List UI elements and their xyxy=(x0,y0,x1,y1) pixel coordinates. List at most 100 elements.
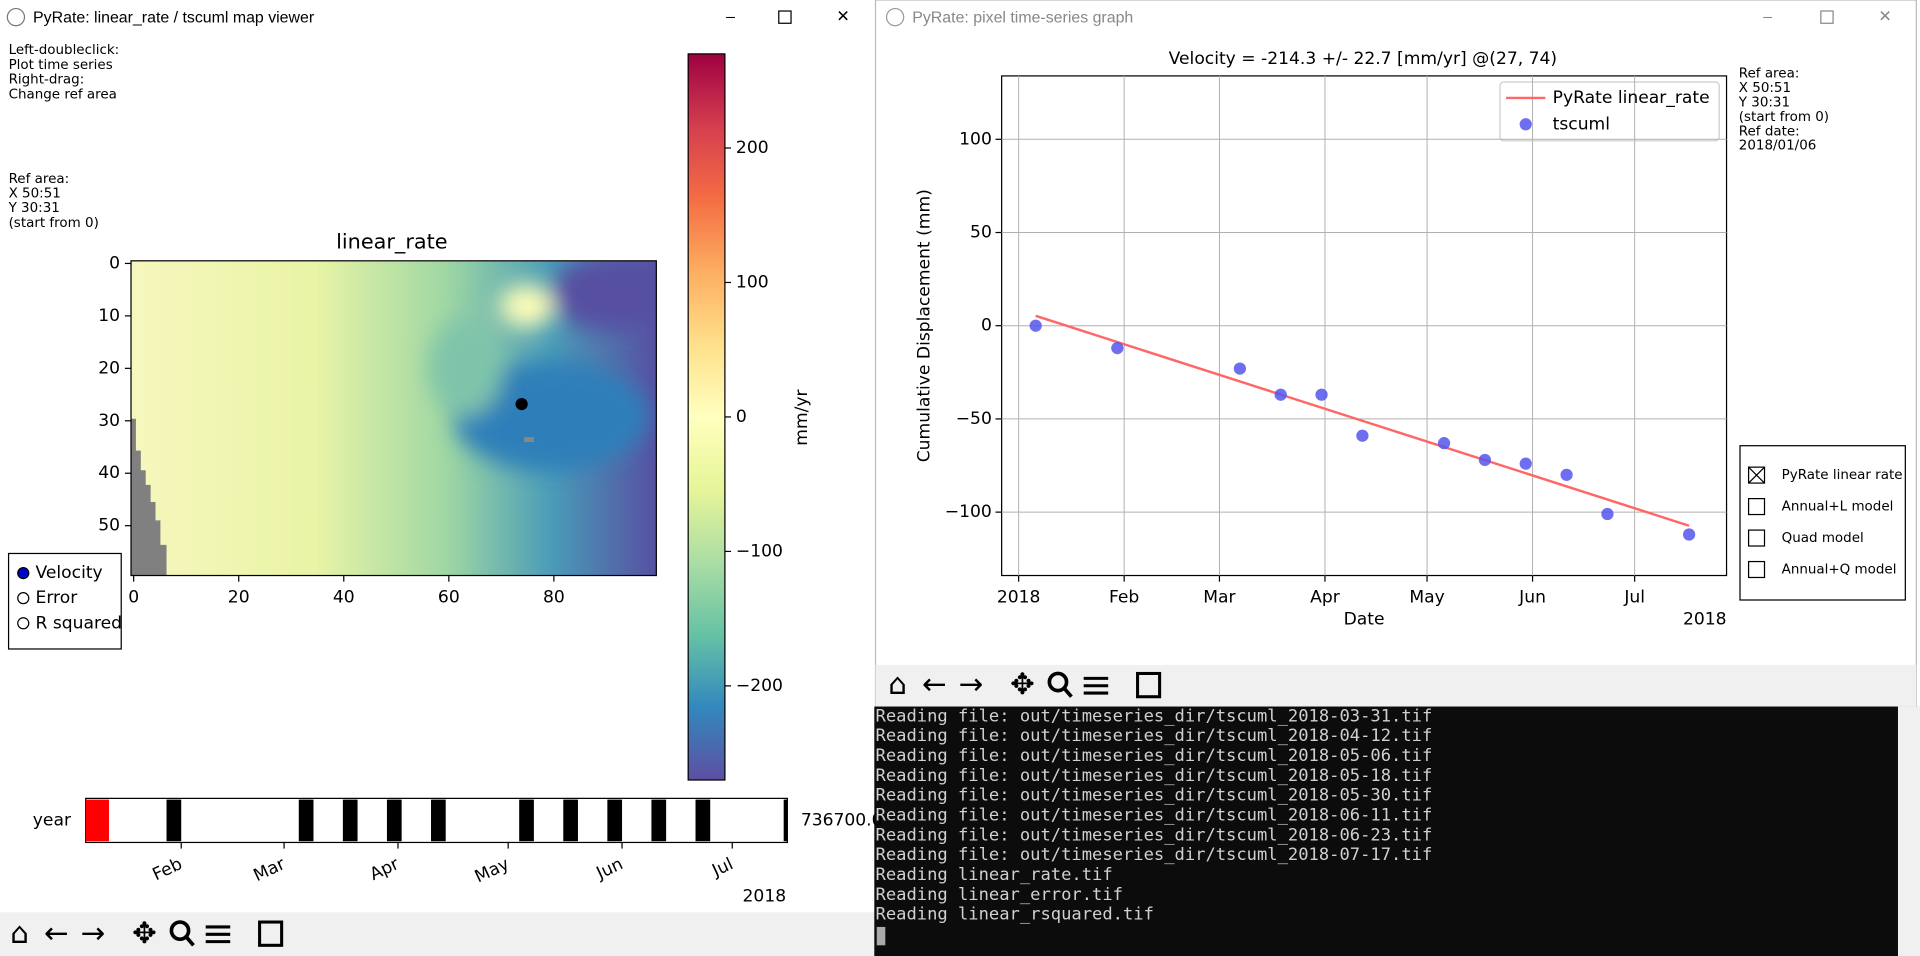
window-title: PyRate: pixel time-series graph xyxy=(912,10,1133,27)
data-point xyxy=(1029,319,1042,332)
x-axis-label: Date xyxy=(1344,610,1385,630)
x-tick-label: Jul xyxy=(1623,588,1645,608)
y-axis-label: Cumulative Displacement (mm) xyxy=(914,189,934,462)
data-point xyxy=(1437,437,1451,450)
ref-area-text: X 50:51 xyxy=(9,186,61,201)
toolbar-button[interactable]: ✥ xyxy=(1010,667,1035,701)
legend-label: tscuml xyxy=(1553,114,1610,134)
epoch-bar[interactable] xyxy=(783,799,799,842)
timeline-year: 2018 xyxy=(743,886,787,906)
close-button[interactable]: ✕ xyxy=(1878,8,1891,25)
epoch-bar[interactable] xyxy=(386,799,402,842)
console-line: Reading file: out/timeseries_dir/tscuml_… xyxy=(876,845,1433,865)
console xyxy=(874,706,1920,956)
toolbar-button[interactable] xyxy=(1062,686,1073,698)
data-point xyxy=(1356,429,1369,442)
toolbar-button[interactable] xyxy=(258,920,284,947)
selected-epoch[interactable] xyxy=(85,799,109,842)
radio-button[interactable] xyxy=(17,566,30,580)
epoch-bar[interactable] xyxy=(563,799,578,842)
toolbar-button[interactable]: ✥ xyxy=(132,916,157,950)
colorbar-label: mm/yr xyxy=(792,388,812,445)
toolbar-button[interactable]: ⌂ xyxy=(888,667,907,701)
console-line: Reading linear_rate.tif xyxy=(876,865,1113,885)
checkbox[interactable] xyxy=(1747,498,1766,516)
toolbar-button[interactable]: ← xyxy=(922,667,947,701)
y-tick-label: 0 xyxy=(109,253,120,273)
data-point xyxy=(1274,388,1287,401)
epoch-bar[interactable] xyxy=(298,799,314,842)
maximize-button[interactable] xyxy=(1820,10,1834,24)
epoch-bar[interactable] xyxy=(431,799,446,842)
toolbar-button[interactable] xyxy=(184,935,195,947)
data-point xyxy=(1601,507,1614,521)
info-text: (start from 0) xyxy=(1739,110,1829,125)
help-text: Plot time series xyxy=(9,58,113,73)
epoch-bar[interactable] xyxy=(342,799,358,842)
x-tick-label: 40 xyxy=(333,588,355,608)
map-frame xyxy=(130,260,657,577)
colorbar-tick-label: 100 xyxy=(736,272,769,292)
checkbox[interactable] xyxy=(1747,560,1766,579)
y-tick-label: −50 xyxy=(956,409,992,429)
toolbar-button[interactable]: → xyxy=(959,667,984,701)
x-tick-label: Apr xyxy=(1310,588,1341,608)
content: Left-doubleclick: Plot time seriesRight-… xyxy=(8,43,1903,950)
radio-label[interactable]: R squared xyxy=(36,613,123,633)
x-tick-label: May xyxy=(1409,588,1444,608)
data-point xyxy=(1233,362,1246,375)
checkbox-check[interactable] xyxy=(1748,466,1765,484)
app-icon xyxy=(6,7,26,27)
y-tick-label: 0 xyxy=(981,316,992,336)
checkbox-label[interactable]: PyRate linear rate xyxy=(1782,468,1903,483)
checkbox-label[interactable]: Quad model xyxy=(1782,531,1864,546)
help-text: Change ref area xyxy=(9,87,117,102)
legend-swatch xyxy=(1519,118,1532,131)
console-line: Reading file: out/timeseries_dir/tscuml_… xyxy=(876,726,1433,746)
console-line: Reading file: out/timeseries_dir/tscuml_… xyxy=(876,746,1433,766)
checkbox[interactable] xyxy=(1747,529,1766,547)
epoch-bar[interactable] xyxy=(651,799,667,842)
minimize-button[interactable]: – xyxy=(726,8,735,25)
colorbar-tick-label: 0 xyxy=(736,407,747,427)
toolbar-button[interactable]: ← xyxy=(44,916,69,950)
radio-label[interactable]: Error xyxy=(36,588,79,608)
minimize-button[interactable]: – xyxy=(1763,8,1772,25)
toolbar-button[interactable] xyxy=(1047,671,1069,693)
x-tick-label: 2018 xyxy=(997,588,1041,608)
timeline-label: year xyxy=(33,810,72,830)
toolbar-button[interactable] xyxy=(169,920,191,942)
x-offset-text: 2018 xyxy=(1683,610,1727,630)
epoch-bar[interactable] xyxy=(166,799,182,842)
epoch-bar[interactable] xyxy=(607,799,623,842)
info-text: X 50:51 xyxy=(1739,81,1791,96)
epoch-bar[interactable] xyxy=(695,799,711,842)
checkbox-label[interactable]: Annual+L model xyxy=(1782,500,1894,515)
radio-button[interactable] xyxy=(17,592,30,605)
info-text: 2018/01/06 xyxy=(1739,139,1817,154)
radio-label[interactable]: Velocity xyxy=(36,563,103,583)
checkbox-label[interactable]: Annual+Q model xyxy=(1782,563,1897,578)
toolbar-button[interactable]: ⌂ xyxy=(10,916,29,950)
map-image xyxy=(131,260,657,576)
maximize-button[interactable] xyxy=(778,10,792,24)
ref-area-text: (start from 0) xyxy=(9,216,99,231)
x-tick-label: Feb xyxy=(1109,588,1139,608)
epoch-bar[interactable] xyxy=(519,799,534,842)
help-text: Right-drag: xyxy=(9,73,85,88)
x-tick-label: Mar xyxy=(1203,588,1236,608)
toolbar-button[interactable] xyxy=(1136,671,1162,699)
x-tick-label: 60 xyxy=(438,588,460,608)
scrollbar[interactable] xyxy=(1897,706,1920,956)
x-tick-label: 20 xyxy=(228,588,250,608)
toolbar-button[interactable]: → xyxy=(81,916,106,950)
model-checkboxes xyxy=(1739,445,1906,601)
y-tick-label: 50 xyxy=(970,223,992,243)
info-text: Y 30:31 xyxy=(1738,95,1790,110)
close-button[interactable]: ✕ xyxy=(836,8,849,25)
radio-button[interactable] xyxy=(17,617,30,630)
colorbar-tick-label: −100 xyxy=(736,541,783,561)
console-line: Reading file: out/timeseries_dir/tscuml_… xyxy=(876,825,1433,845)
